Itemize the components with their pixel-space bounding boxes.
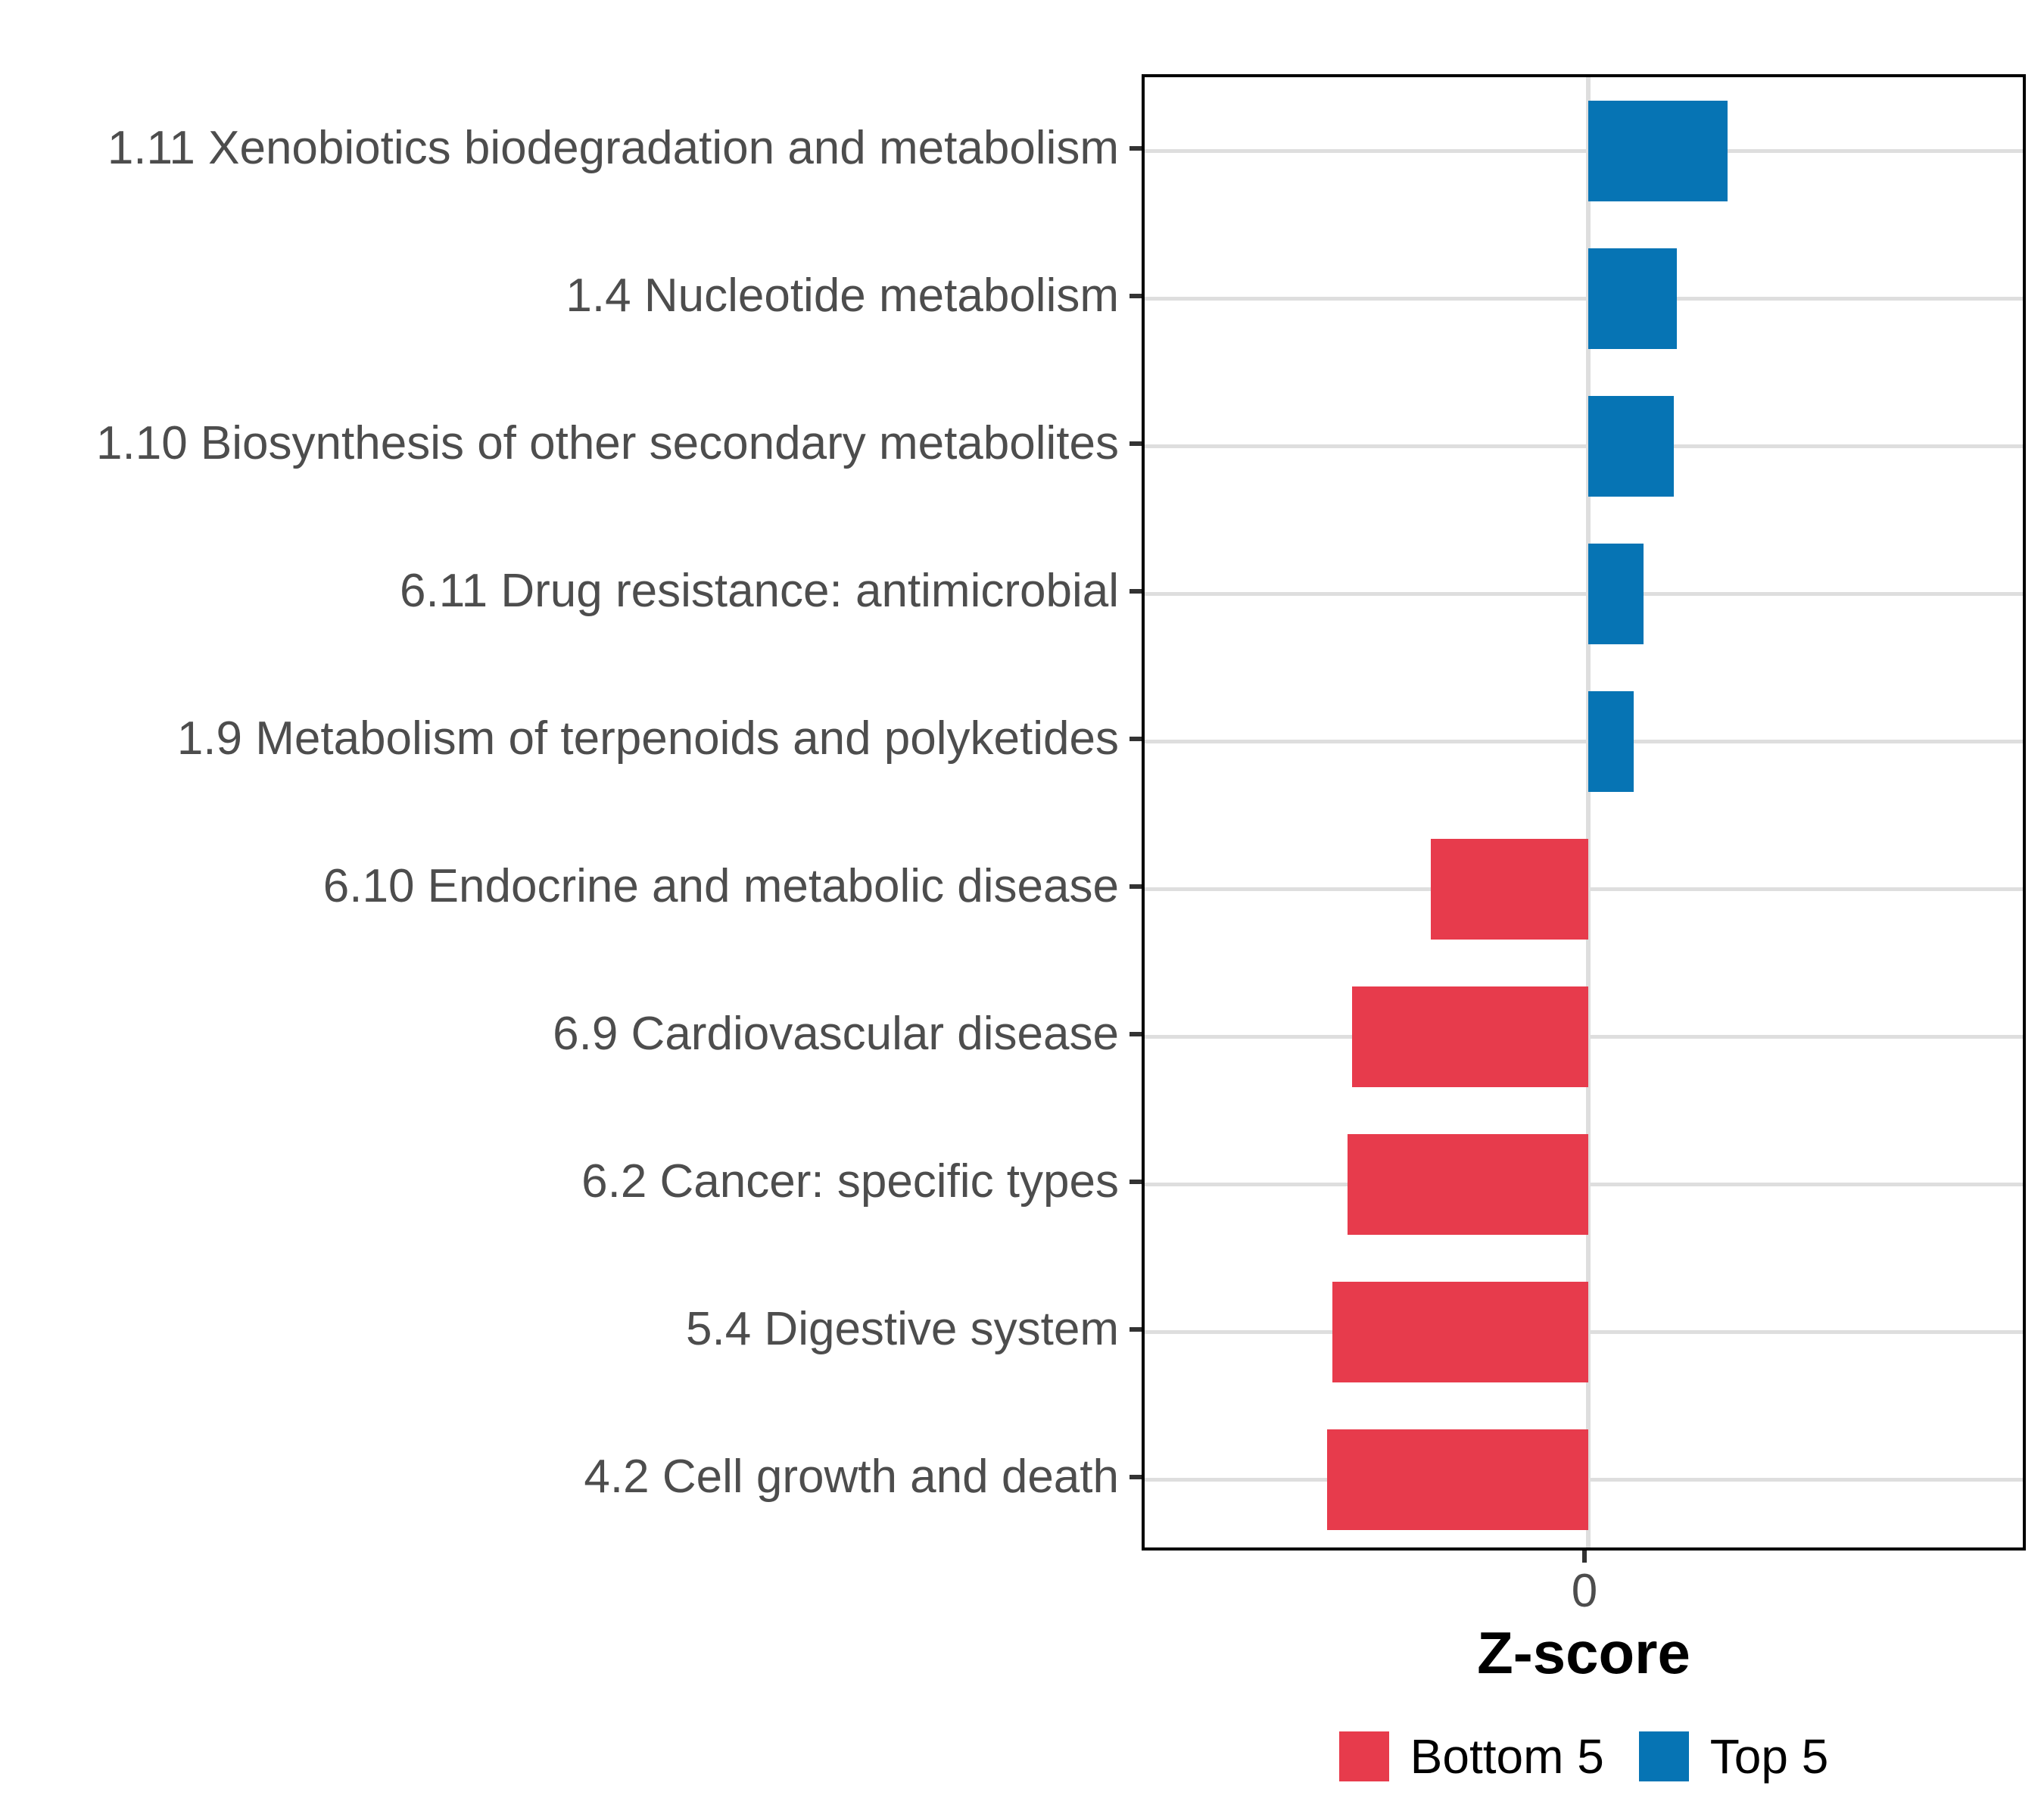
y-axis-label: 6.11 Drug resistance: antimicrobial — [400, 564, 1119, 617]
legend-label-bottom5: Bottom 5 — [1410, 1729, 1604, 1784]
y-axis-label: 6.2 Cancer: specific types — [581, 1155, 1119, 1208]
y-axis-tick-mark — [1129, 588, 1142, 594]
y-axis-tick-mark — [1129, 441, 1142, 446]
bar — [1326, 1429, 1588, 1530]
y-axis-tick-mark — [1129, 1179, 1142, 1184]
gridline — [1145, 592, 2023, 596]
y-axis-tick-mark — [1129, 1326, 1142, 1332]
bar — [1347, 1134, 1588, 1235]
y-axis-label: 6.10 Endocrine and metabolic disease — [322, 859, 1119, 912]
y-axis-tick-mark — [1129, 1031, 1142, 1036]
y-axis-tick-mark — [1129, 736, 1142, 741]
legend-entry-top5: Top 5 — [1638, 1728, 1829, 1784]
gridline — [1145, 297, 2023, 301]
gridline — [1145, 149, 2023, 153]
legend-label-top5: Top 5 — [1709, 1729, 1829, 1784]
y-axis-tick-mark — [1129, 145, 1142, 151]
y-axis-label: 1.4 Nucleotide metabolism — [566, 269, 1119, 322]
y-axis-label: 1.11 Xenobiotics biodegradation and meta… — [107, 121, 1119, 174]
x-axis-tick-mark — [1582, 1551, 1587, 1563]
y-axis-tick-mark — [1129, 293, 1142, 298]
bar — [1588, 248, 1677, 349]
y-axis-tick-mark — [1129, 1474, 1142, 1479]
bar — [1588, 101, 1728, 201]
legend-entry-bottom5: Bottom 5 — [1338, 1728, 1604, 1784]
y-axis-label: 6.9 Cardiovascular disease — [553, 1007, 1119, 1060]
y-axis-label: 1.10 Biosynthesis of other secondary met… — [96, 416, 1119, 469]
plot-panel — [1142, 74, 2026, 1551]
legend-swatch-top5 — [1638, 1731, 1689, 1781]
y-axis-label: 4.2 Cell growth and death — [584, 1450, 1119, 1503]
y-axis-label: 5.4 Digestive system — [686, 1302, 1119, 1355]
y-axis-tick-mark — [1129, 884, 1142, 889]
bar — [1588, 396, 1675, 497]
bar — [1588, 691, 1634, 792]
x-axis-title: Z-score — [1477, 1619, 1690, 1686]
y-axis-label: 1.9 Metabolism of terpenoids and polyket… — [176, 712, 1119, 765]
x-axis-tick-label: 0 — [1571, 1565, 1598, 1617]
zero-gridline — [1585, 77, 1591, 1547]
legend: Bottom 5 Top 5 — [978, 1726, 2044, 1787]
bar — [1332, 1282, 1588, 1382]
gridline — [1145, 444, 2023, 448]
legend-swatch-bottom5 — [1338, 1731, 1389, 1781]
bar — [1431, 839, 1588, 940]
bar — [1588, 544, 1644, 644]
bar — [1352, 986, 1588, 1087]
gridline — [1145, 740, 2023, 743]
